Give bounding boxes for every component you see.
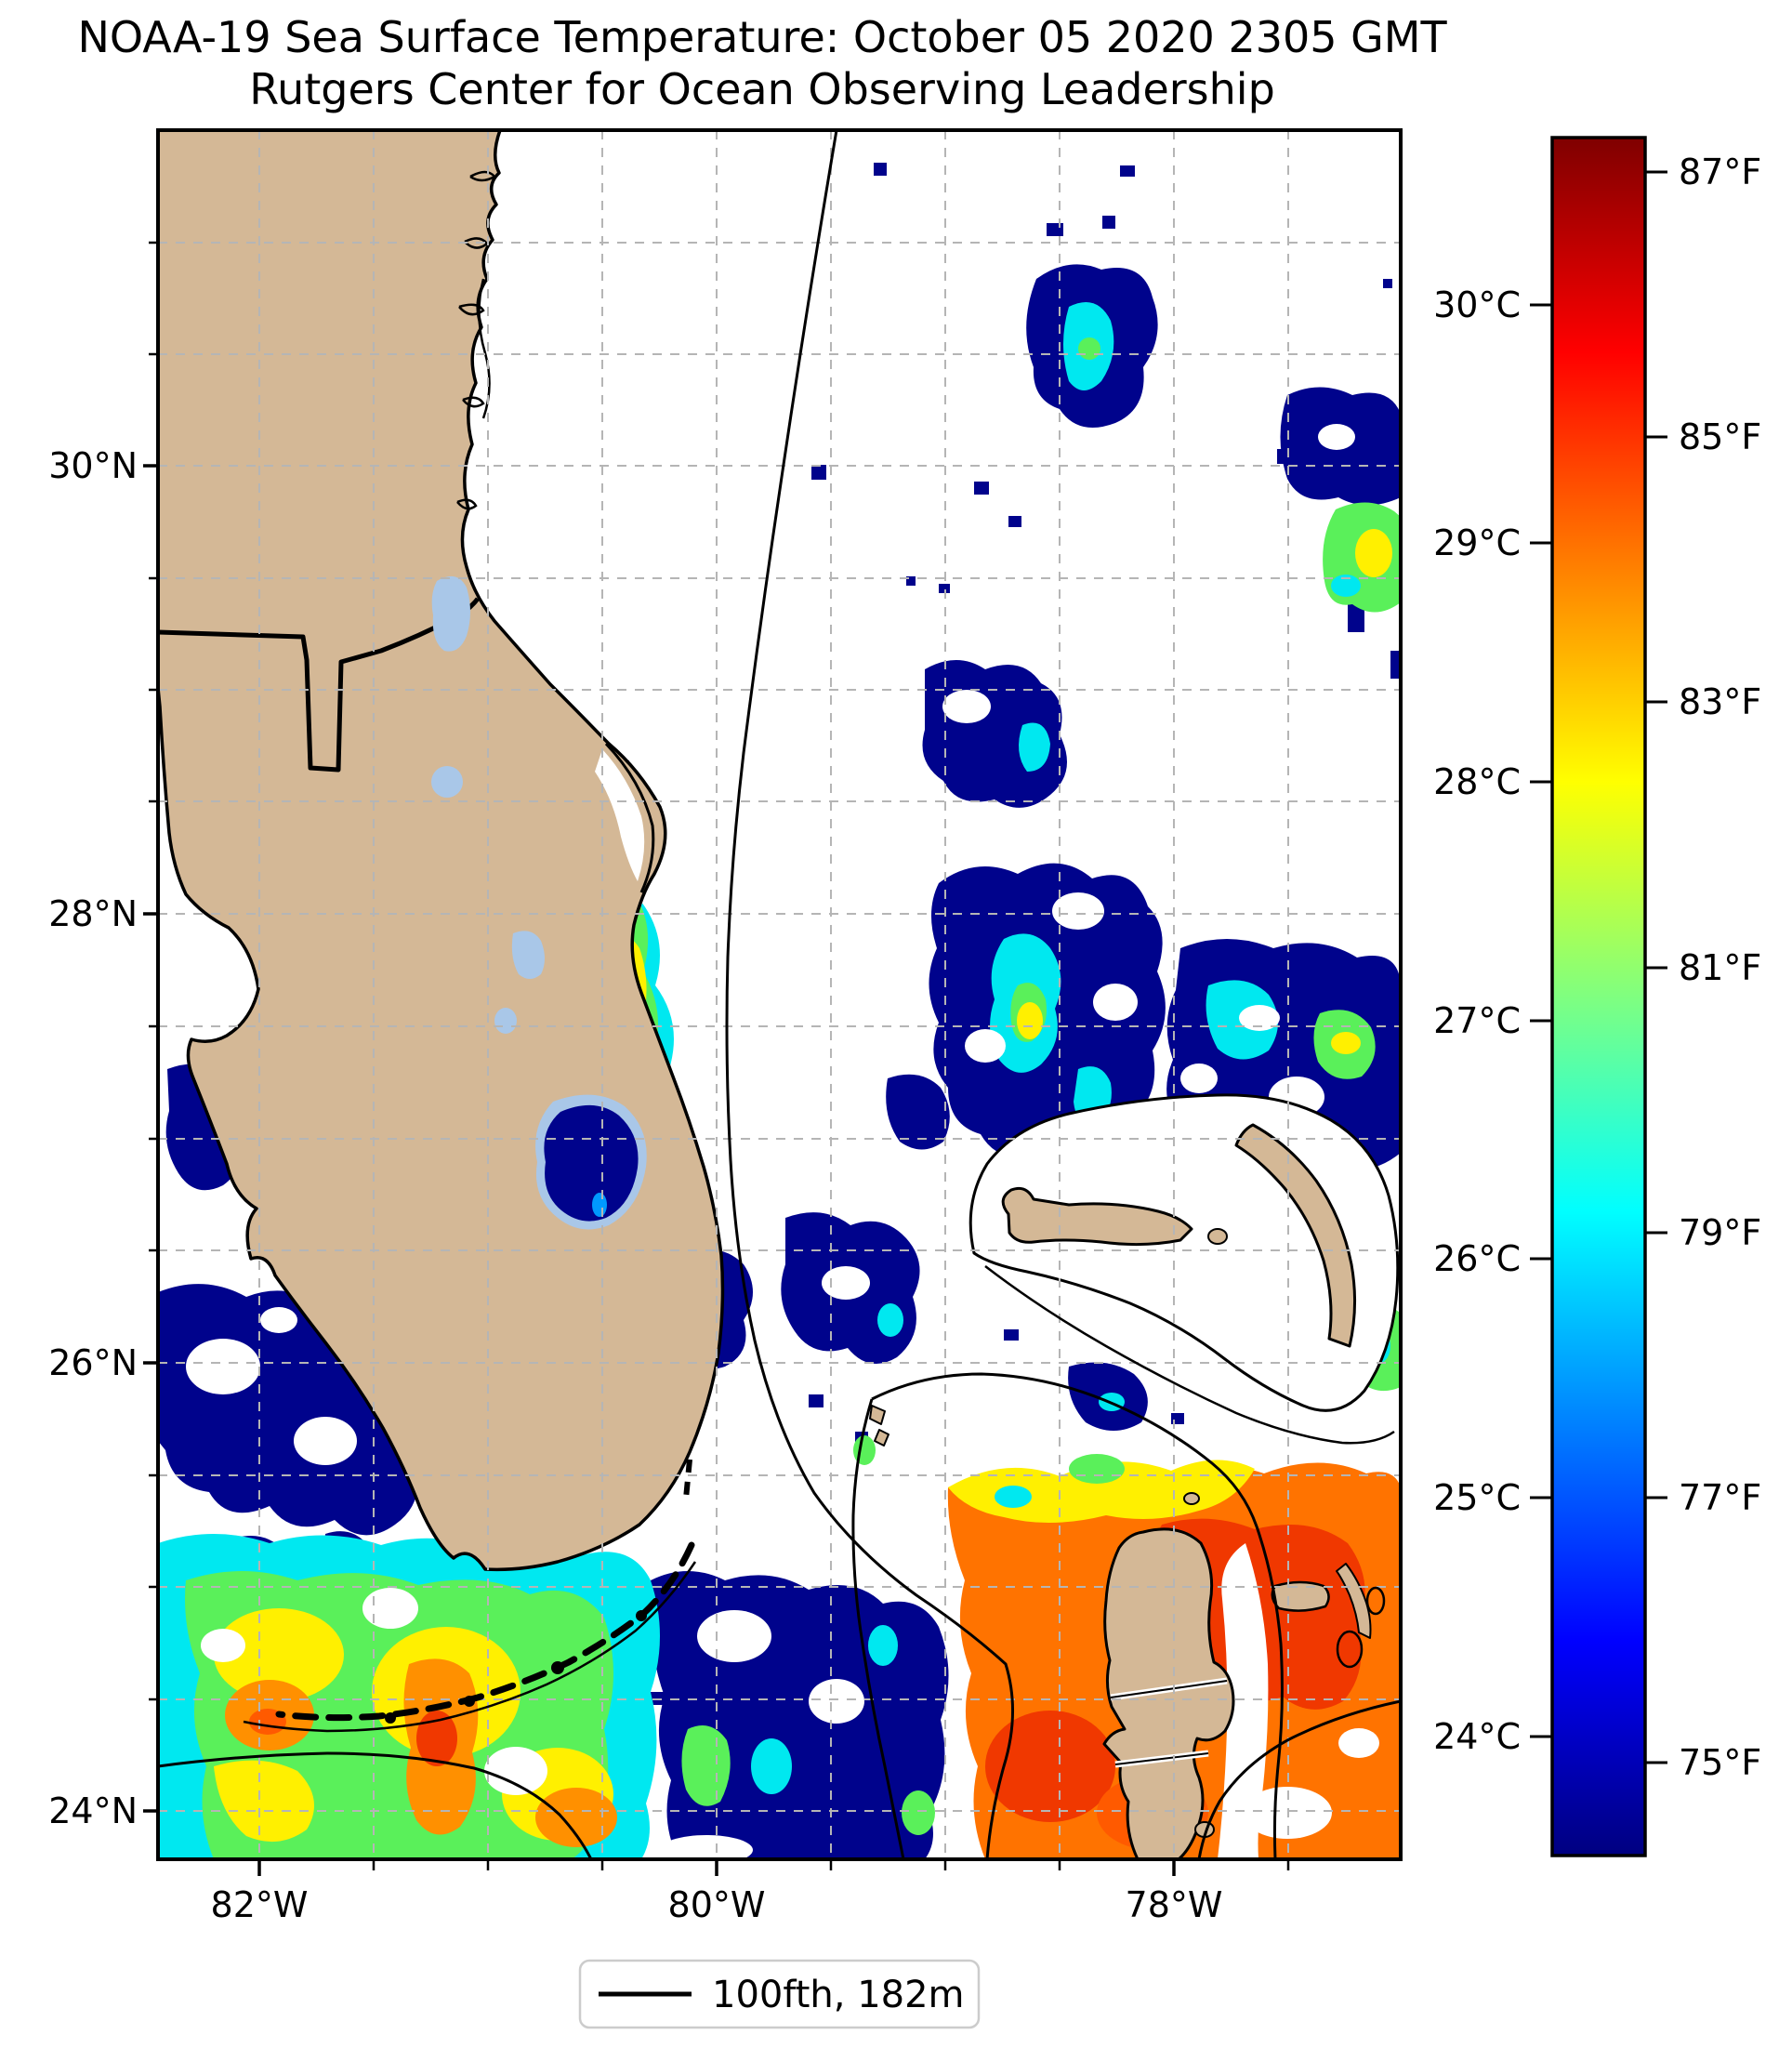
legend: 100fth, 182m (578, 1959, 981, 2029)
axis-ticks (143, 241, 1290, 1876)
bahamas-islands (869, 1123, 1372, 1859)
keys-dashed-arc (275, 1541, 695, 1722)
key-biscayne-dashes (683, 1459, 692, 1500)
exuma-contour-ring (1336, 1630, 1364, 1669)
lake-apopka (431, 766, 463, 798)
cbar-label-85f: 85°F (1679, 416, 1761, 457)
lon-label-82w: 82°W (211, 1884, 309, 1925)
cbar-label-75f: 75°F (1679, 1742, 1761, 1783)
lon-minor-ticks (372, 1859, 1290, 1870)
map-content (158, 130, 1401, 1859)
eleuthera-island (1336, 1563, 1372, 1639)
lake-okeechobee (544, 1104, 639, 1222)
lon-label-78w: 78°W (1126, 1884, 1223, 1925)
cbar-label-77f: 77°F (1679, 1477, 1761, 1518)
cbar-label-87f: 87°F (1679, 152, 1761, 192)
lat-major-ticks (143, 464, 158, 1813)
lat-label-26n: 26°N (48, 1342, 138, 1383)
new-providence-island (1271, 1580, 1330, 1612)
cbar-label-28c: 28°C (1433, 761, 1521, 802)
abaco-island (1234, 1123, 1357, 1348)
lat-minor-ticks (149, 241, 158, 1701)
cuba-shelf-contour (1197, 1699, 1401, 1859)
cbar-label-29c: 29°C (1433, 522, 1521, 563)
lon-label-80w: 80°W (668, 1884, 766, 1925)
cbar-label-25c: 25°C (1433, 1477, 1521, 1518)
page-subtitle: Rutgers Center for Ocean Observing Leade… (249, 64, 1275, 114)
berry-islands (1183, 1492, 1200, 1505)
lat-label-30n: 30°N (48, 445, 138, 486)
cbar-label-24c: 24°C (1433, 1716, 1521, 1757)
lake-kissimmee (511, 931, 545, 979)
cbar-label-81f: 81°F (1679, 947, 1761, 988)
bimini-island-south (874, 1429, 889, 1447)
cbar-label-83f: 83°F (1679, 681, 1761, 722)
latitude-labels: 30°N 28°N 26°N 24°N (48, 445, 138, 1831)
great-bahama-bank-west-contour (851, 1398, 905, 1859)
colorbar: 30°C 29°C 28°C 27°C 26°C 25°C 24°C 87°F … (1433, 136, 1761, 1857)
colorbar-celsius-ticks (1530, 303, 1552, 1738)
grand-bahama-island (1001, 1186, 1193, 1247)
longitude-labels: 82°W 80°W 78°W (211, 1884, 1223, 1925)
colorbar-celsius-labels: 30°C 29°C 28°C 27°C 26°C 25°C 24°C (1433, 284, 1521, 1757)
lake-istokpoga (494, 1008, 517, 1034)
gridlines (158, 130, 1401, 1859)
cbar-label-26c: 26°C (1433, 1238, 1521, 1279)
contour-ring-small (1365, 1586, 1386, 1616)
cay-sal-contour (158, 1751, 593, 1859)
canaveral-lagoon (595, 749, 645, 881)
contour-100-fathom (158, 130, 1401, 1859)
cbar-label-30c: 30°C (1433, 284, 1521, 325)
reef-edge-contour (243, 1561, 697, 1733)
cbar-label-27c: 27°C (1433, 1000, 1521, 1041)
page-title: NOAA-19 Sea Surface Temperature: October… (77, 12, 1447, 62)
lat-label-28n: 28°N (48, 893, 138, 934)
legend-box (578, 1959, 981, 2029)
lake-okeechobee-detail (592, 1193, 607, 1217)
tongue-of-the-ocean-gap (1218, 1543, 1269, 1859)
canaveral-barrier-island (604, 742, 655, 893)
providence-channel-contour (984, 1265, 1395, 1445)
moores-island (1207, 1228, 1228, 1245)
lon-major-ticks (257, 1859, 1176, 1876)
colorbar-fahrenheit-ticks (1645, 170, 1667, 1764)
shelf-edge-contour (725, 130, 1015, 1859)
colorbar-fahrenheit-labels: 87°F 85°F 83°F 81°F 79°F 77°F 75°F (1679, 152, 1761, 1783)
andros-bights (1110, 1677, 1228, 1768)
cbar-label-79f: 79°F (1679, 1212, 1761, 1253)
colorbar-gradient (1550, 136, 1647, 1857)
lake-george (431, 575, 470, 652)
legend-label: 100fth, 182m (712, 1974, 965, 2016)
latitude-gridlines (158, 242, 1401, 1812)
lat-label-24n: 24°N (48, 1790, 138, 1831)
map-frame (156, 128, 1403, 1861)
bimini-island (869, 1405, 886, 1425)
great-bahama-bank-east-contour (871, 1372, 1284, 1859)
florida-keys-coastline (275, 1459, 695, 1724)
